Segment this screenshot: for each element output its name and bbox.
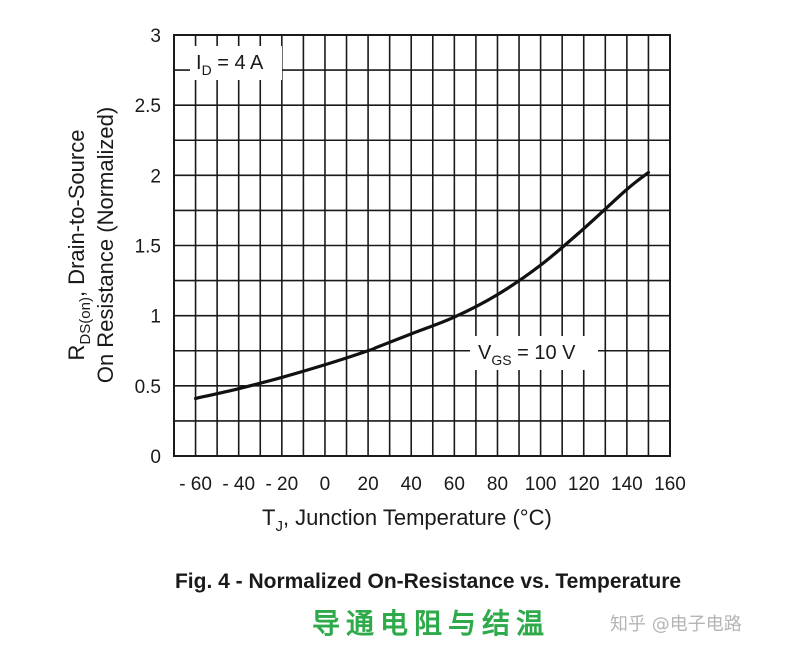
x-tick-label: 140 — [611, 474, 643, 495]
x-tick-label: - 60 — [179, 474, 212, 495]
y-tick-label: 2.5 — [135, 96, 161, 117]
annotation-id-background — [190, 46, 282, 80]
watermark-title: 导通电阻与结温 — [312, 607, 550, 640]
y-tick-label: 1 — [150, 307, 161, 328]
x-tick-label: - 20 — [265, 474, 298, 495]
y-tick-label: 0.5 — [135, 377, 161, 398]
annotation-id: ID = 4 A — [196, 52, 264, 78]
annotations: ID = 4 A VGS = 10 V — [190, 46, 598, 370]
y-tick-label: 3 — [150, 26, 161, 47]
y-tick-label: 0 — [150, 447, 161, 468]
grid-lines — [174, 35, 670, 456]
x-tick-label: 100 — [525, 474, 557, 495]
tick-labels: - 60 - 40 - 20 0 20 40 60 80 100 120 140 160 0 0.5 1 1.… — [135, 26, 686, 495]
figure-caption: Fig. 4 - Normalized On-Resistance vs. Te… — [175, 570, 681, 593]
x-tick-label: 60 — [444, 474, 465, 495]
x-tick-label: 40 — [401, 474, 422, 495]
y-tick-label: 2 — [150, 166, 161, 187]
x-tick-label: - 40 — [222, 474, 255, 495]
y-axis-label-line1: RDS(on), Drain-to-Source — [64, 130, 94, 361]
x-tick-label: 80 — [487, 474, 508, 495]
annotation-vgs-background — [470, 336, 598, 370]
x-tick-label: 20 — [358, 474, 379, 495]
watermark-credit: 知乎 @电子电路 — [610, 614, 742, 635]
y-axis-label-line2: On Resistance (Normalized) — [93, 107, 118, 383]
series-line-rds-on — [193, 170, 651, 401]
annotation-vgs: VGS = 10 V — [478, 342, 576, 368]
x-tick-label: 120 — [568, 474, 600, 495]
x-axis-label: TJ, Junction Temperature (°C) — [262, 505, 552, 535]
x-tick-label: 160 — [654, 474, 686, 495]
x-tick-label: 0 — [320, 474, 331, 495]
y-tick-label: 1.5 — [135, 237, 161, 258]
plot-frame — [173, 34, 671, 457]
